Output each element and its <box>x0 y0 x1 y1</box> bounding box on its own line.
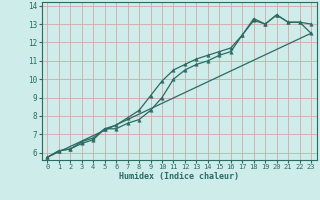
X-axis label: Humidex (Indice chaleur): Humidex (Indice chaleur) <box>119 172 239 181</box>
